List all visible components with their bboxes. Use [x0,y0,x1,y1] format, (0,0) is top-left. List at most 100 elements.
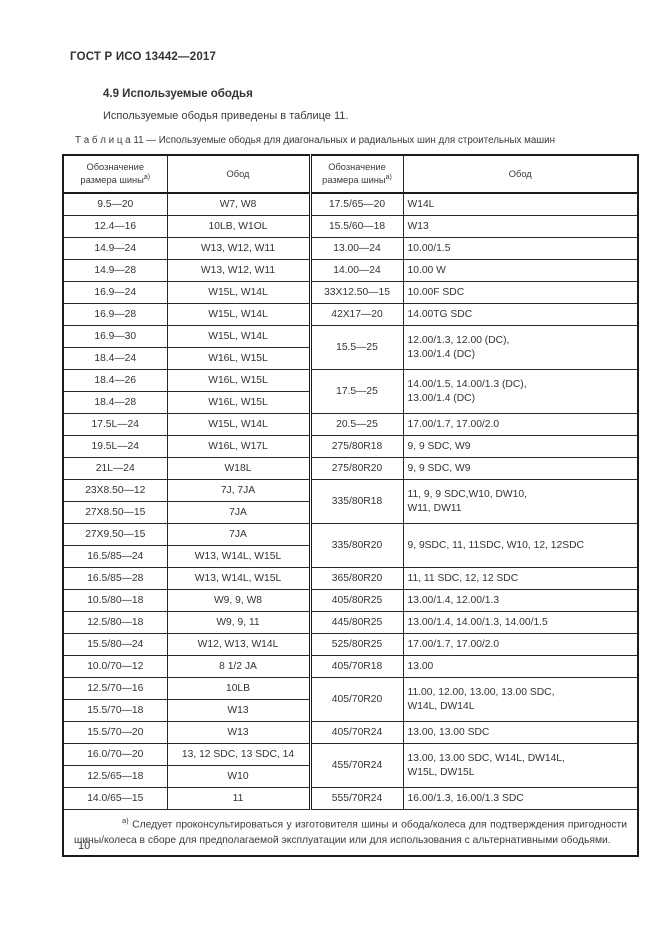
table-row: 15.5/80—24 W12, W13, W14L 525/80R25 17.00/1… [62,633,639,656]
rim-cell-left: W16L, W15L [166,369,311,392]
table-caption: Т а б л и ц а 11 — Используемые ободья д… [75,135,556,146]
tire-size-cell-right: 15.5—25 [308,325,404,370]
tire-size-cell-right: 335/80R18 [308,479,404,524]
tire-size-cell-left: 12.4—16 [62,215,168,238]
rim-cell-right: 10.00/1.5 [402,237,639,260]
rim-cell-left: W12, W13, W14L [166,633,311,656]
rim-cell-left: 8 1/2 JA [166,655,311,678]
tire-size-cell-left: 12.5/65—18 [62,765,168,788]
header-rim-left: Обод [166,154,311,194]
rim-cell-left: W13, W14L, W15L [166,545,311,568]
tire-size-cell-right: 17.5/65—20 [308,192,404,216]
rim-cell-left: W15L, W14L [166,325,311,348]
header-tire-size-left: Обозначение размера шиныа) [62,154,168,194]
table-row: 9.5—20 W7, W8 17.5/65—20 W14L [62,192,639,216]
table-row: 14.9—28 W13, W12, W11 14.00—24 10.00 W [62,259,639,282]
tire-size-cell-right: 14.00—24 [308,259,404,282]
tire-size-cell-right: 405/70R18 [308,655,404,678]
rim-cell-left: 7JA [166,501,311,524]
table-row: 12.5/65—18 W10 [62,765,638,788]
table-row: 10.5/80—18 W9, 9, W8 405/80R25 13.00/1.4, 1… [62,589,639,612]
tire-size-cell-right: 525/80R25 [308,633,404,656]
table-row: 23X8.50—12 7J, 7JA 335/80R18 11, 9, 9 SDC,W… [62,479,639,524]
rim-cell-right: 11, 9, 9 SDC,W10, DW10, W11, DW11 [402,479,639,524]
tire-size-cell-right: 445/80R25 [308,611,404,634]
tire-size-cell-left: 14.0/65—15 [62,787,168,810]
rim-cell-right: 13.00, 13.00 SDC [402,721,639,744]
tire-size-cell-left: 9.5—20 [62,192,168,216]
rim-cell-right: 17.00/1.7, 17.00/2.0 [402,633,639,656]
rim-cell-right: 9, 9SDC, 11, 11SDC, W10, 12, 12SDC [402,523,639,568]
table-row: 16.5/85—24 W13, W14L, W15L [62,545,638,568]
table-row: 16.0/70—20 13, 12 SDC, 13 SDC, 14 455/70R2… [62,743,639,788]
rim-cell-left: W13, W12, W11 [166,259,311,282]
rim-cell-left: W7, W8 [166,192,311,216]
tire-size-cell-right: 455/70R24 [308,743,404,788]
table-row: 16.9—30 W15L, W14L 15.5—25 12.00/1.3, 12.00… [62,325,639,370]
tire-size-cell-left: 10.0/70—12 [62,655,168,678]
rim-cell-left: 7J, 7JA [166,479,311,502]
tire-size-cell-left: 21L—24 [62,457,168,480]
rim-table: Обозначение размера шиныа) Обод Обозначе… [62,154,639,858]
document-header: ГОСТ Р ИСО 13442—2017 [70,51,217,63]
table-row: 12.5/70—16 10LB 405/70R20 11.00, 12.00, 13.… [62,677,639,722]
tire-size-cell-left: 18.4—24 [62,347,168,370]
tire-size-cell-right: 33X12.50—15 [308,281,404,304]
tire-size-cell-left: 12.5/80—18 [62,611,168,634]
table-header-row: Обозначение размера шиныа) Обод Обозначе… [62,154,639,194]
tire-size-cell-left: 16.9—30 [62,325,168,348]
rim-cell-left: W15L, W14L [166,303,311,326]
tire-size-cell-left: 12.5/70—16 [62,677,168,700]
table-row: 14.0/65—15 11 555/70R24 16.00/1.3, 16.00/1.… [62,787,639,810]
rim-cell-left: W9, 9, W8 [166,589,311,612]
table-row: 19.5L—24 W16L, W17L 275/80R18 9, 9 SDC, W9 [62,435,639,458]
rim-cell-right: 13.00/1.4, 12.00/1.3 [402,589,639,612]
table-row: 27X9.50—15 7JA 335/80R20 9, 9SDC, 11, 11SDC… [62,523,639,568]
footnote-text: Следует проконсультироваться у изготовит… [74,819,627,846]
table-row: 12.4—16 10LB, W1OL 15.5/60—18 W13 [62,215,639,238]
rim-cell-left: W16L, W15L [166,391,311,414]
rim-cell-right: 10.00F SDC [402,281,639,304]
table-row: 18.4—26 W16L, W15L 17.5—25 14.00/1.5, 14.00… [62,369,639,414]
rim-cell-right: 9, 9 SDC, W9 [402,457,639,480]
rim-cell-right: 9, 9 SDC, W9 [402,435,639,458]
tire-size-cell-right: 13.00—24 [308,237,404,260]
table-row: 15.5/70—18 W13 [62,699,638,722]
rim-cell-left: 7JA [166,523,311,546]
footnote-cell: а) Следует проконсультироваться у изгото… [62,809,639,857]
rim-cell-right: 10.00 W [402,259,639,282]
tire-size-cell-left: 18.4—26 [62,369,168,392]
table-row: 16.9—28 W15L, W14L 42X17—20 14.00TG SDC [62,303,639,326]
tire-size-cell-left: 14.9—24 [62,237,168,260]
rim-cell-left: W9, 9, 11 [166,611,311,634]
tire-size-cell-left: 17.5L—24 [62,413,168,436]
footnote-row: а) Следует проконсультироваться у изгото… [62,809,639,857]
tire-size-cell-left: 27X8.50—15 [62,501,168,524]
rim-cell-left: W13 [166,699,311,722]
tire-size-cell-left: 15.5/70—20 [62,721,168,744]
tire-size-cell-right: 555/70R24 [308,787,404,810]
table-row: 16.5/85—28 W13, W14L, W15L 365/80R20 11, 11… [62,567,639,590]
rim-cell-left: 13, 12 SDC, 13 SDC, 14 [166,743,311,766]
tire-size-cell-right: 15.5/60—18 [308,215,404,238]
rim-cell-left: W16L, W15L [166,347,311,370]
tire-size-cell-left: 19.5L—24 [62,435,168,458]
rim-cell-left: W15L, W14L [166,281,311,304]
rim-cell-right: 11.00, 12.00, 13.00, 13.00 SDC, W14L, DW… [402,677,639,722]
tire-size-cell-left: 23X8.50—12 [62,479,168,502]
rim-cell-left: W13, W14L, W15L [166,567,311,590]
tire-size-cell-right: 405/80R25 [308,589,404,612]
tire-size-cell-left: 10.5/80—18 [62,589,168,612]
rim-cell-right: 13.00 [402,655,639,678]
table-row: 12.5/80—18 W9, 9, 11 445/80R25 13.00/1.4, 1… [62,611,639,634]
section-title: 4.9 Используемые ободья [103,88,253,100]
rim-cell-right: 16.00/1.3, 16.00/1.3 SDC [402,787,639,810]
tire-size-cell-left: 16.5/85—28 [62,567,168,590]
tire-size-cell-left: 18.4—28 [62,391,168,414]
page-number: 10 [78,840,91,852]
table-row: 18.4—28 W16L, W15L [62,391,638,414]
table-row: 18.4—24 W16L, W15L [62,347,638,370]
tire-size-cell-right: 405/70R24 [308,721,404,744]
rim-cell-left: 10LB [166,677,311,700]
